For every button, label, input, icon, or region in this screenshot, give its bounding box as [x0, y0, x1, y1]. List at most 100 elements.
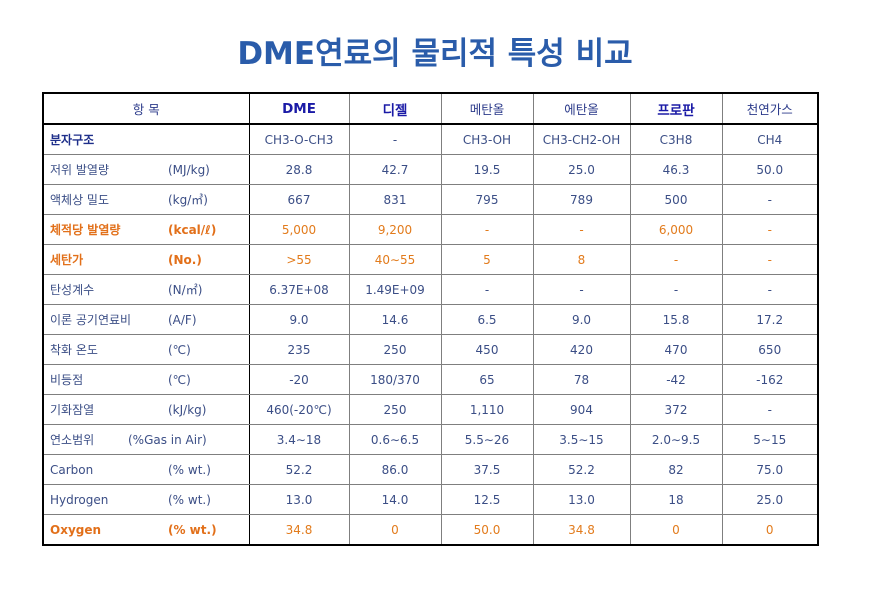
- row-label-text: Oxygen: [50, 522, 102, 537]
- table-cell: 37.5: [440, 454, 534, 485]
- page-title: DME연료의 물리적 특성 비교: [237, 36, 633, 72]
- table-row: 체적당 발열량 (kcal/ℓ) 5,000 9,200 - - 6,000 -: [42, 214, 819, 245]
- table-row: 비등점 (℃) -20 180/370 65 78 -42 -162: [42, 364, 819, 395]
- table-cell: 372: [629, 394, 723, 425]
- table-cell: 6.5: [440, 304, 534, 335]
- row-label: 착화 온도 (℃): [42, 334, 250, 365]
- table-cell: 75.0: [721, 454, 819, 485]
- row-label-text: 착화 온도: [50, 343, 98, 357]
- row-unit: (kcal/ℓ): [168, 223, 217, 237]
- row-label: 세탄가 (No.): [42, 244, 250, 275]
- table-cell: -20: [248, 364, 350, 395]
- table-cell: 500: [629, 184, 723, 215]
- table-cell: 470: [629, 334, 723, 365]
- table-cell: 28.8: [248, 154, 350, 185]
- table-cell: 65: [440, 364, 534, 395]
- table-row: Carbon (% wt.) 52.2 86.0 37.5 52.2 82 75.…: [42, 454, 819, 485]
- table-cell: 34.8: [532, 514, 631, 546]
- table-cell: -: [721, 394, 819, 425]
- table-cell: 5,000: [248, 214, 350, 245]
- table-cell: CH4: [721, 123, 819, 155]
- table-cell: 50.0: [721, 154, 819, 185]
- table-cell: -: [721, 244, 819, 275]
- table-cell: 12.5: [440, 484, 534, 515]
- table-cell: -: [532, 214, 631, 245]
- table-cell: 42.7: [348, 154, 442, 185]
- table-cell: 1.49E+09: [348, 274, 442, 305]
- table-cell: 9.0: [532, 304, 631, 335]
- row-unit: (kJ/kg): [168, 403, 207, 417]
- table-cell: 52.2: [532, 454, 631, 485]
- table-cell: 14.0: [348, 484, 442, 515]
- row-unit: (% wt.): [168, 462, 211, 477]
- table-cell: -: [532, 274, 631, 305]
- row-label: 분자구조: [42, 123, 250, 155]
- table-cell: >55: [248, 244, 350, 275]
- row-label: 비등점 (℃): [42, 364, 250, 395]
- table-row: Hydrogen (% wt.) 13.0 14.0 12.5 13.0 18 2…: [42, 484, 819, 515]
- row-label: 저위 발열량 (MJ/kg): [42, 154, 250, 185]
- table-cell: 14.6: [348, 304, 442, 335]
- table-cell: 25.0: [532, 154, 631, 185]
- table-row: 탄성계수 (N/㎡) 6.37E+08 1.49E+09 - - - -: [42, 274, 819, 305]
- row-label-text: Hydrogen: [50, 492, 109, 507]
- table-cell: 40∼55: [348, 244, 442, 275]
- table-cell: 3.4∼18: [248, 424, 350, 455]
- table-cell: 1,110: [440, 394, 534, 425]
- table-row: 착화 온도 (℃) 235 250 450 420 470 650: [42, 334, 819, 365]
- row-unit: (℃): [168, 373, 191, 387]
- row-label: 탄성계수 (N/㎡): [42, 274, 250, 305]
- table-cell: 250: [348, 334, 442, 365]
- table-cell: CH3-OH: [440, 123, 534, 155]
- table-cell: 5∼15: [721, 424, 819, 455]
- table-cell: 235: [248, 334, 350, 365]
- table-cell: 15.8: [629, 304, 723, 335]
- table-cell: -: [629, 274, 723, 305]
- table-cell: 82: [629, 454, 723, 485]
- table-cell: 8: [532, 244, 631, 275]
- table-cell: -: [721, 274, 819, 305]
- row-unit: (℃): [168, 343, 191, 357]
- header-col-ethanol: 에탄올: [532, 92, 631, 125]
- table-cell: 180/370: [348, 364, 442, 395]
- header-col-natural-gas: 천연가스: [721, 92, 819, 125]
- comparison-table: 항 목 DME 디젤 메탄올 에탄올 프로판 천연가스 분자구조 CH3-O-C…: [42, 92, 819, 546]
- table-cell: 19.5: [440, 154, 534, 185]
- table-cell: 795: [440, 184, 534, 215]
- header-item: 항 목: [42, 92, 250, 125]
- table-cell: CH3-CH2-OH: [532, 123, 631, 155]
- table-cell: 0: [629, 514, 723, 546]
- row-label-text: 액체상 밀도: [50, 193, 110, 207]
- table-cell: 6,000: [629, 214, 723, 245]
- header-row: 항 목 DME 디젤 메탄올 에탄올 프로판 천연가스: [42, 92, 819, 125]
- table-cell: 18: [629, 484, 723, 515]
- row-label: Hydrogen (% wt.): [42, 484, 250, 515]
- table-cell: 46.3: [629, 154, 723, 185]
- row-label-text: 이론 공기연료비: [50, 313, 132, 327]
- header-col-propane: 프로판: [629, 92, 723, 125]
- table-cell: -: [440, 214, 534, 245]
- row-label-text: 연소범위: [50, 433, 95, 447]
- row-label-text: 탄성계수: [50, 283, 95, 297]
- table-cell: -162: [721, 364, 819, 395]
- row-unit: (MJ/kg): [168, 163, 210, 177]
- table-cell: 460(-20℃): [248, 394, 350, 425]
- row-label-text: 기화잠열: [50, 403, 95, 417]
- table-cell: 17.2: [721, 304, 819, 335]
- table-cell: 450: [440, 334, 534, 365]
- row-unit: (% wt.): [168, 492, 211, 507]
- table-cell: 13.0: [532, 484, 631, 515]
- row-label-text: 세탄가: [50, 253, 84, 267]
- row-label: 액체상 밀도 (kg/㎥): [42, 184, 250, 215]
- row-label: Oxygen (% wt.): [42, 514, 250, 546]
- table-cell: 789: [532, 184, 631, 215]
- table-cell: 5: [440, 244, 534, 275]
- row-unit: (%Gas in Air): [128, 433, 207, 447]
- table-cell: 13.0: [248, 484, 350, 515]
- row-unit: (% wt.): [168, 522, 217, 537]
- table-cell: 50.0: [440, 514, 534, 546]
- row-label: 이론 공기연료비 (A/F): [42, 304, 250, 335]
- table-row: 세탄가 (No.) >55 40∼55 5 8 - -: [42, 244, 819, 275]
- table-cell: 34.8: [248, 514, 350, 546]
- table-row: 기화잠열 (kJ/kg) 460(-20℃) 250 1,110 904 372 …: [42, 394, 819, 425]
